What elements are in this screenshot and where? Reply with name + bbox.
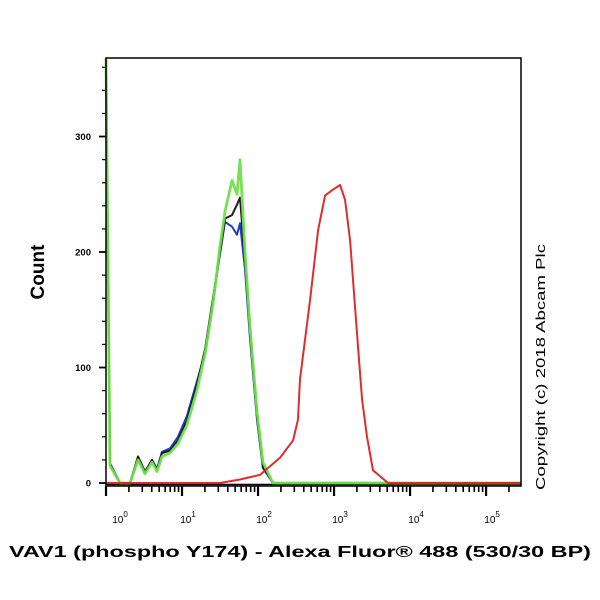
copyright-annotation: Copyright (c) 2018 Abcam Plc (534, 244, 548, 490)
x-tick-label: 100 (112, 510, 128, 526)
y-tick-label: 200 (75, 248, 91, 259)
plot-frame (105, 57, 522, 487)
y-axis-label: Count (28, 244, 49, 300)
series-line-4 (106, 184, 521, 484)
axes: 100 101 102 103 104 105 0 100 200 300 (75, 66, 521, 526)
x-tick-label: 102 (256, 510, 272, 526)
series-line-3 (104, 57, 521, 485)
y-tick-label: 300 (75, 132, 91, 143)
y-tick-label: 0 (86, 479, 91, 490)
x-tick-label: 103 (332, 510, 348, 526)
x-axis-label: VAV1 (phospho Y174) - Alexa Fluor® 488 (… (9, 544, 591, 561)
series-lines (104, 57, 521, 485)
y-tick-label: 100 (75, 363, 91, 374)
x-tick-label: 101 (180, 510, 196, 526)
x-tick-label: 105 (484, 510, 500, 526)
x-tick-label: 104 (408, 510, 424, 526)
